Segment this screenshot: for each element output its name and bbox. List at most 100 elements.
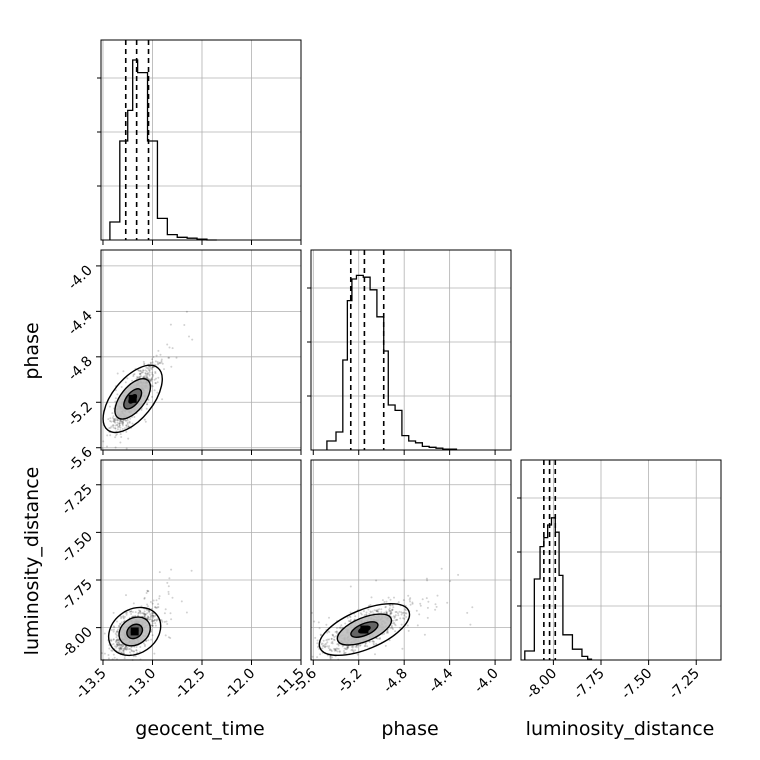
sample-point <box>120 647 123 650</box>
sample-point <box>122 652 125 655</box>
sample-point <box>144 420 147 423</box>
sample-point <box>116 372 119 375</box>
sample-point <box>134 655 137 658</box>
sample-point <box>146 375 149 378</box>
sample-point <box>324 646 327 649</box>
sample-point <box>149 365 152 368</box>
sample-point <box>147 605 149 608</box>
sample-point <box>118 422 121 425</box>
sample-point <box>337 644 340 647</box>
sample-point <box>385 610 388 613</box>
sample-point <box>127 437 130 440</box>
sample-point <box>405 612 408 615</box>
sample-point <box>125 613 128 616</box>
sample-point <box>384 605 387 608</box>
sample-point <box>142 369 144 372</box>
sample-point <box>383 601 386 603</box>
sample-point <box>124 648 127 651</box>
sample-point <box>106 434 109 437</box>
sample-point <box>329 648 332 651</box>
sample-point <box>333 639 336 642</box>
corner-panels: -5.6 -5.2 -4.8 -4.4 -4.0 -13.5 -13.0 -12.5 -12.0… <box>59 39 722 702</box>
sample-point <box>336 650 339 653</box>
sample-point <box>123 615 126 618</box>
sample-point <box>457 573 460 576</box>
sample-point <box>138 376 141 379</box>
sample-point <box>115 646 118 649</box>
sample-point <box>109 417 112 420</box>
sample-point <box>120 436 123 438</box>
sample-point <box>143 613 146 616</box>
sample-point <box>112 653 115 656</box>
sample-point <box>113 420 116 423</box>
sample-point <box>135 649 138 652</box>
sample-point <box>132 650 135 653</box>
sample-point <box>415 609 418 612</box>
sample-point <box>154 606 157 609</box>
sample-point <box>128 420 131 423</box>
sample-point <box>398 610 401 613</box>
sample-point <box>134 614 137 617</box>
sample-point <box>346 646 349 649</box>
sample-point <box>122 649 125 652</box>
sample-point <box>390 612 393 615</box>
sample-point <box>154 372 157 375</box>
sample-point <box>383 611 386 614</box>
sample-point <box>385 631 388 634</box>
sample-point <box>320 643 323 646</box>
sample-point <box>404 612 407 614</box>
sample-point <box>114 424 117 427</box>
sample-point <box>108 427 111 429</box>
sample-point <box>116 639 119 642</box>
sample-point <box>388 608 391 611</box>
sample-point <box>112 638 115 641</box>
sample-point <box>171 347 174 350</box>
sample-point <box>330 637 333 640</box>
sample-point <box>156 391 159 394</box>
sample-point <box>466 611 469 614</box>
sample-point <box>151 612 154 615</box>
sample-point <box>363 645 366 648</box>
sample-point <box>139 612 142 615</box>
sample-point <box>362 610 365 613</box>
sample-point <box>103 652 106 655</box>
sample-point <box>146 589 149 592</box>
sample-point <box>317 646 319 649</box>
sample-point <box>145 407 148 410</box>
sample-point <box>379 637 381 639</box>
sample-point <box>170 618 173 621</box>
sample-point <box>136 376 139 378</box>
sample-point <box>145 592 148 594</box>
sample-point <box>150 384 153 387</box>
sample-point <box>354 645 357 648</box>
sample-point <box>115 639 118 642</box>
sample-point <box>369 604 372 606</box>
sample-point <box>146 590 149 593</box>
sample-point <box>122 617 125 620</box>
sample-point <box>155 377 157 380</box>
sample-point <box>393 621 396 624</box>
sample-point <box>394 614 397 617</box>
sample-point <box>117 641 120 644</box>
sample-point <box>166 581 169 584</box>
sample-point <box>117 650 120 653</box>
sample-point <box>116 643 119 646</box>
sample-point <box>371 610 374 613</box>
sample-point <box>107 654 110 656</box>
sample-point <box>151 619 154 622</box>
sample-point <box>127 425 130 428</box>
sample-point <box>115 641 118 644</box>
sample-point <box>113 417 116 420</box>
sample-point <box>171 596 174 599</box>
sample-point <box>114 417 117 420</box>
sample-point <box>145 366 148 369</box>
panel-geocent_time-geocent_time <box>97 39 302 245</box>
sample-point <box>345 648 348 651</box>
ytick-label: -7.25 <box>59 481 96 518</box>
sample-point <box>155 607 158 609</box>
sample-point <box>126 646 129 649</box>
sample-point <box>112 611 115 614</box>
sample-point <box>121 424 124 427</box>
sample-point <box>337 643 340 646</box>
sample-point <box>147 610 150 613</box>
